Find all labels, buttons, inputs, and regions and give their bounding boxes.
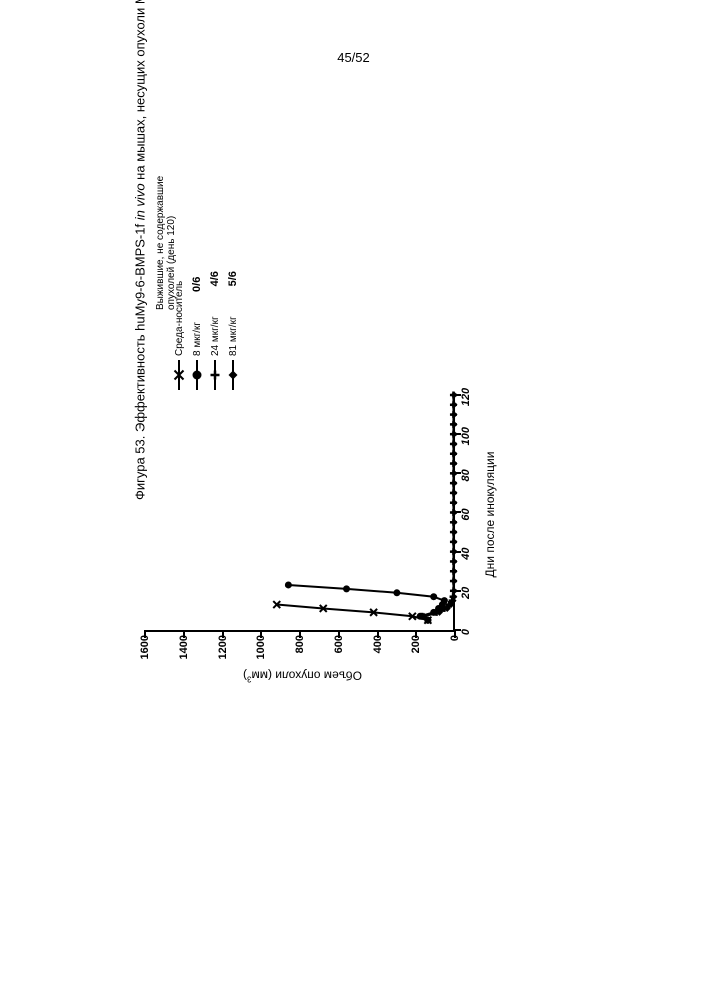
series-line	[422, 395, 453, 620]
y-tick-label: 400	[372, 635, 384, 653]
figure-title-suffix: на мышах, несущих опухоли MOLM-13	[133, 0, 148, 183]
legend-stat: 0/6	[191, 277, 203, 292]
data-marker	[451, 401, 458, 408]
figure-title-italic: in vivo	[133, 183, 148, 220]
data-marker	[451, 421, 458, 428]
y-tick-label: 800	[294, 635, 306, 653]
data-marker	[441, 597, 448, 604]
data-marker	[451, 440, 458, 447]
data-marker	[451, 499, 458, 506]
x-tick-label: 100	[460, 427, 472, 445]
y-tick-label: 1000	[255, 635, 267, 659]
x-tick-label: 20	[460, 587, 472, 599]
x-tick-label: 0	[460, 629, 472, 635]
x-icon	[172, 368, 186, 382]
y-tick-label: 1200	[217, 635, 229, 659]
page-number: 45/52	[337, 50, 370, 65]
legend-marker	[190, 360, 204, 390]
data-marker	[451, 568, 458, 575]
legend-header: Выжившие, не содержавшие опухолей (день …	[155, 176, 177, 310]
legend-row: 8 мкг/кг 0/6	[188, 251, 206, 390]
legend-marker	[226, 360, 240, 390]
legend-stat: 5/6	[227, 271, 239, 286]
y-tick-label: 1400	[178, 635, 190, 659]
data-marker	[451, 480, 458, 487]
legend-label: 81 мкг/кг	[228, 316, 239, 356]
legend-stat: 4/6	[209, 271, 221, 286]
series-line	[277, 605, 428, 621]
data-marker	[451, 460, 458, 467]
legend-row: 24 мкг/кг 4/6	[206, 251, 224, 390]
legend-label: 8 мкг/кг	[192, 322, 203, 356]
legend-marker	[208, 360, 222, 390]
y-tick-label: 1600	[139, 635, 151, 659]
plot-area	[145, 397, 455, 632]
diamond-icon	[226, 368, 240, 382]
x-tick-label: 40	[460, 548, 472, 560]
legend: Выжившие, не содержавшие опухолей (день …	[170, 251, 242, 390]
data-marker	[451, 538, 458, 545]
series-line	[424, 395, 454, 620]
data-marker	[451, 411, 458, 418]
data-marker	[451, 529, 458, 536]
data-marker	[451, 489, 458, 496]
y-tick-label: 200	[410, 635, 422, 653]
data-marker	[343, 585, 350, 592]
circle-icon	[190, 368, 204, 382]
data-marker	[393, 589, 400, 596]
y-tick-label: 600	[333, 635, 345, 653]
x-axis-title: Дни после инокуляции	[483, 397, 497, 632]
legend-marker	[172, 360, 186, 390]
legend-row: 81 мкг/кг 5/6	[224, 251, 242, 390]
plus-icon	[208, 368, 222, 382]
data-marker	[430, 593, 437, 600]
data-marker	[285, 581, 292, 588]
x-tick-label: 60	[460, 508, 472, 520]
plot-svg	[145, 395, 455, 630]
y-axis-title: Объем опухоли (мм3)	[243, 669, 362, 684]
x-tick-label: 80	[460, 469, 472, 481]
data-marker	[451, 519, 458, 526]
data-marker	[451, 578, 458, 585]
y-tick-label: 0	[449, 635, 461, 641]
data-marker	[451, 450, 458, 457]
line-chart: Объем опухоли (мм3) Дни после инокуляции…	[135, 380, 535, 680]
data-marker	[451, 558, 458, 565]
legend-label: 24 мкг/кг	[210, 316, 221, 356]
x-tick-label: 120	[460, 388, 472, 406]
